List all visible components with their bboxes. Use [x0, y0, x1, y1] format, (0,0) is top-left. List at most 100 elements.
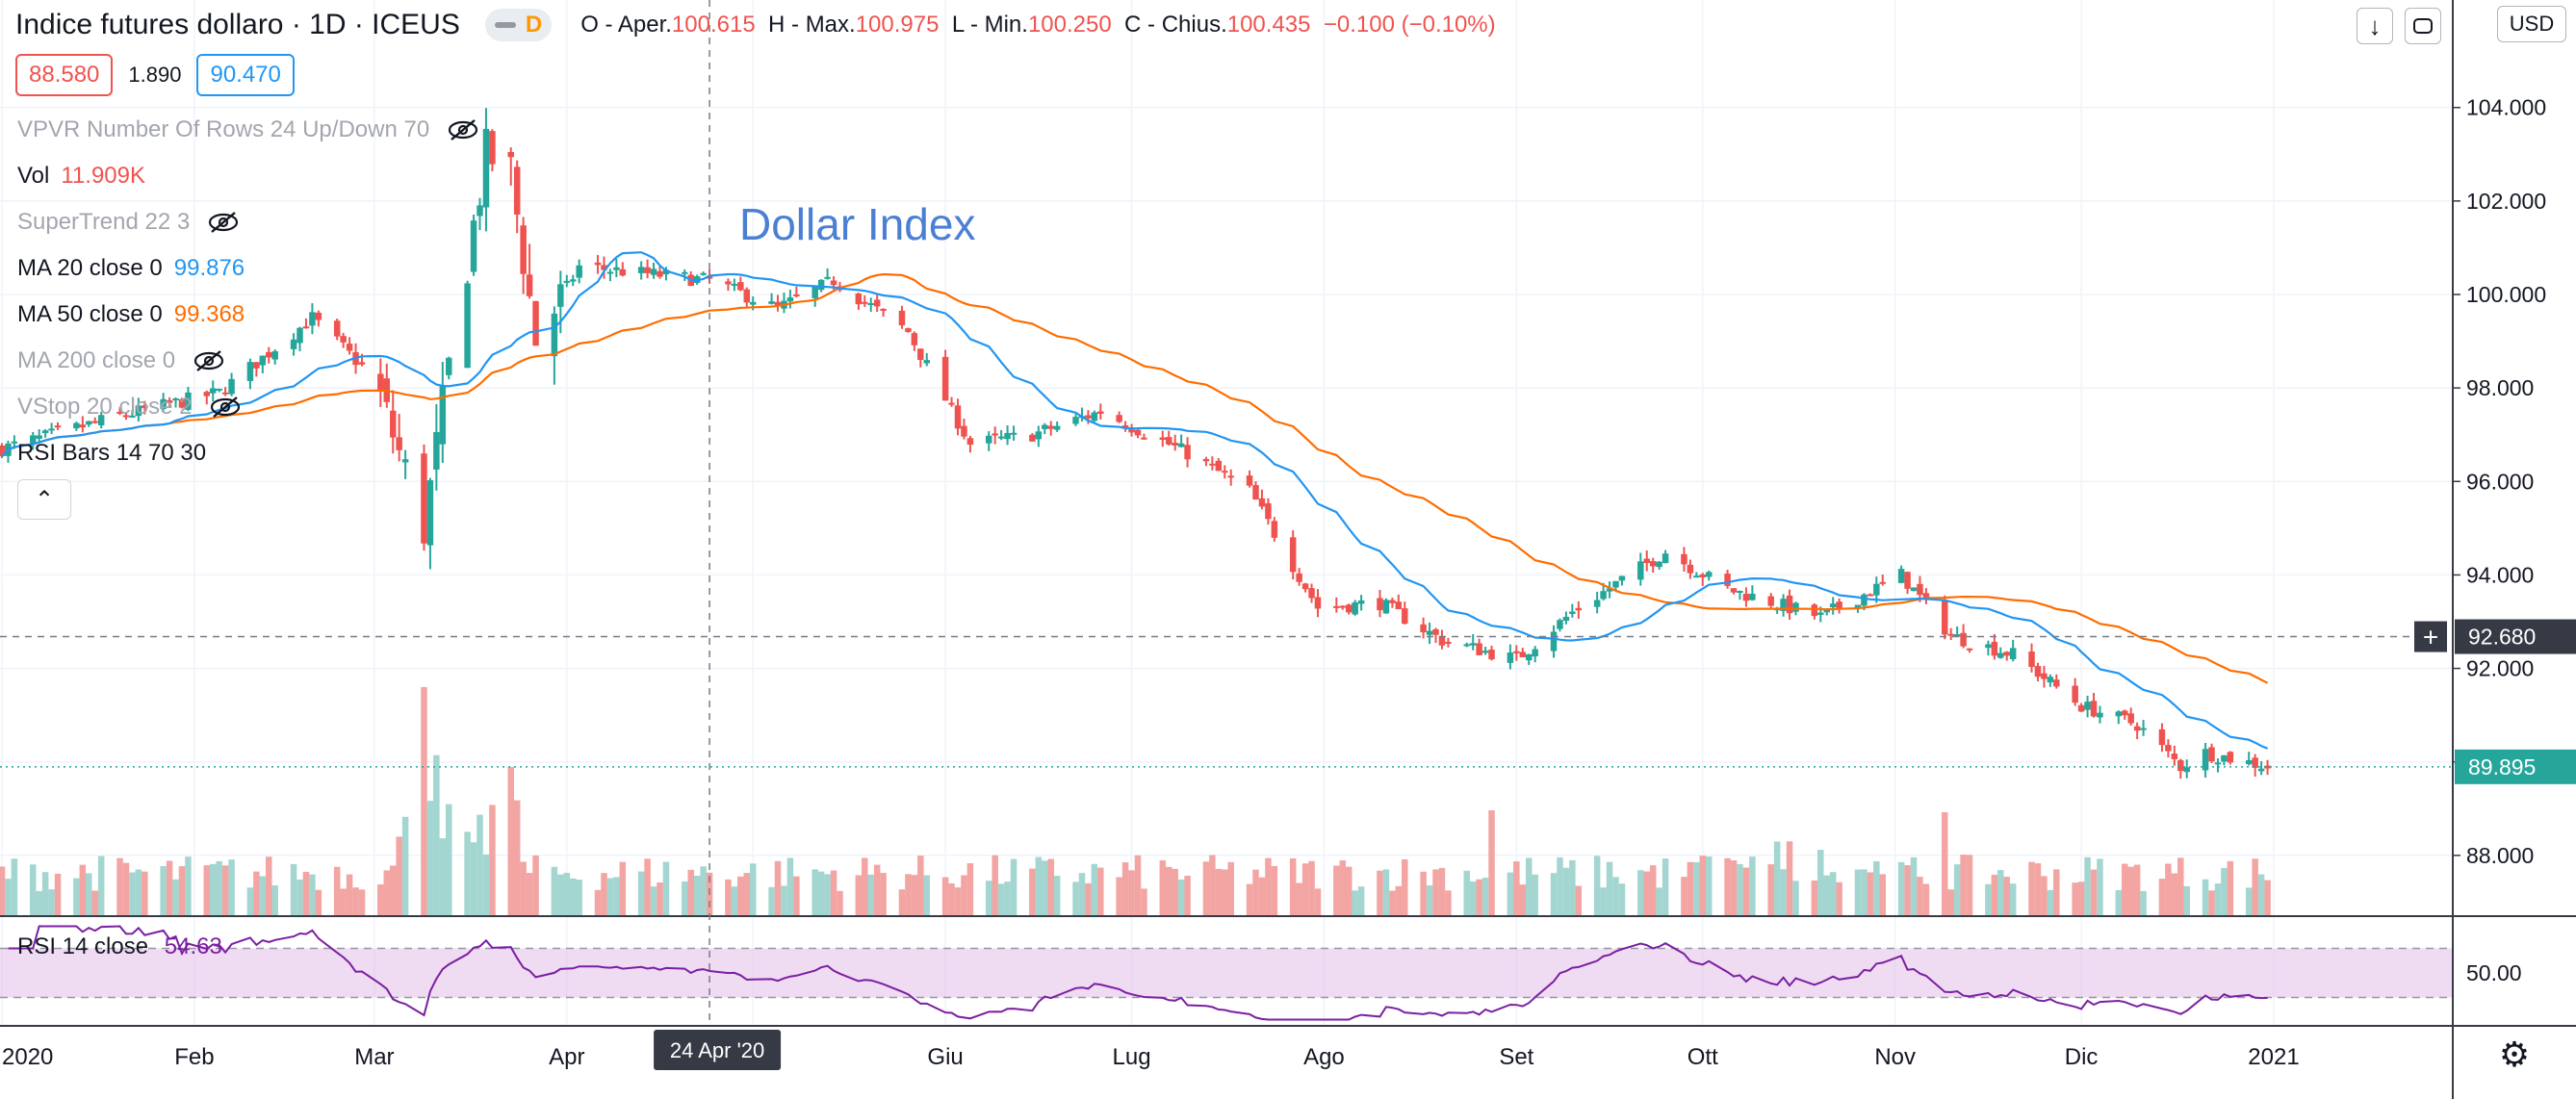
volume-bar: [1085, 882, 1092, 916]
x-tick-label: Dic: [2065, 1044, 2099, 1070]
volume-bar: [2221, 867, 2228, 916]
candle-body: [1389, 600, 1396, 603]
volume-bar: [266, 856, 272, 916]
candle-body: [1829, 603, 1837, 608]
indicator-label: MA 20 close 0: [17, 255, 163, 281]
volume-bar: [1345, 866, 1352, 916]
candle-body: [1681, 553, 1687, 565]
volume-bar: [36, 890, 42, 916]
candle-body: [253, 362, 260, 369]
candle-body: [129, 415, 136, 418]
volume-bar: [997, 883, 1005, 916]
volume-bar: [1829, 872, 1837, 916]
candle-body: [1550, 631, 1558, 652]
indicator-row[interactable]: VPVR Number Of Rows 24 Up/Down 70: [17, 114, 479, 146]
candle-body: [1817, 612, 1824, 615]
eye-off-icon[interactable]: [209, 396, 242, 419]
ma20-line: [1, 251, 2269, 750]
candle-body: [867, 303, 874, 306]
candle-body: [340, 336, 347, 343]
volume-bar: [1357, 886, 1365, 916]
volume-bar: [129, 872, 136, 916]
volume-bar: [563, 873, 571, 916]
gear-icon[interactable]: ⚙: [2498, 1035, 2531, 1074]
indicator-row[interactable]: SuperTrend 22 3: [17, 206, 240, 239]
volume-bar: [1817, 850, 1824, 916]
candle-body: [2158, 728, 2166, 746]
candle-body: [1308, 588, 1315, 599]
currency-button[interactable]: USD: [2497, 6, 2566, 42]
volume-bar: [333, 866, 341, 916]
indicator-row[interactable]: RSI Bars 14 70 30: [17, 437, 206, 470]
candle-body: [1569, 611, 1576, 615]
volume-bar: [1395, 885, 1403, 916]
chevron-up-icon: ⌃: [34, 486, 55, 513]
indicator-label: Vol: [17, 163, 50, 189]
volume-bar: [1917, 877, 1923, 916]
candle-body: [1724, 574, 1731, 586]
candle-body: [1557, 620, 1563, 629]
volume-bar: [48, 889, 55, 916]
x-tick-label: Set: [1499, 1044, 1533, 1070]
open-value: 100.615: [671, 12, 756, 38]
candle-body: [433, 432, 440, 470]
volume-bar: [489, 805, 496, 916]
candle-body: [172, 398, 179, 401]
volume-bar: [1402, 859, 1408, 916]
candle-body: [97, 415, 105, 425]
bid-price-button[interactable]: 88.580: [15, 54, 114, 96]
collapse-legend-button[interactable]: ⌃: [17, 479, 71, 520]
indicator-label: RSI Bars 14 70 30: [17, 440, 207, 466]
candle-body: [2072, 685, 2078, 703]
volume-bar: [1121, 862, 1129, 916]
candle-body: [228, 378, 235, 395]
volume-bar: [1271, 865, 1278, 916]
candle-body: [333, 320, 341, 337]
ask-price-button[interactable]: 90.470: [196, 54, 295, 96]
candle-body: [557, 284, 564, 307]
low-value: 100.250: [1027, 12, 1112, 38]
volume-bar: [1314, 888, 1322, 916]
symbol-title[interactable]: Indice futures dollaro · 1D · ICEUS: [15, 9, 460, 40]
volume-bar: [1476, 879, 1482, 916]
volume-bar: [811, 869, 818, 916]
interval-toggle[interactable]: D: [484, 9, 553, 41]
crosshair-date-label: 24 Apr '20: [670, 1038, 764, 1062]
volume-bar: [606, 878, 614, 916]
x-tick-label: Nov: [1874, 1044, 1916, 1070]
refresh-button[interactable]: [2405, 8, 2441, 44]
candle-body: [1867, 594, 1874, 597]
candle-body: [1432, 628, 1439, 635]
volume-bar: [1184, 875, 1191, 916]
volume-bar: [923, 875, 931, 916]
candlesticks: [0, 108, 2271, 780]
indicator-row[interactable]: MA 20 close 0 99.876: [17, 252, 245, 285]
candle-body: [817, 279, 825, 291]
volume-bar: [1159, 860, 1167, 916]
candle-body: [2127, 713, 2134, 724]
indicator-row[interactable]: MA 200 close 0: [17, 345, 225, 377]
indicator-row[interactable]: Vol 11.909K: [17, 160, 145, 192]
candle-body: [1258, 498, 1266, 507]
chart-annotation[interactable]: Dollar Index: [739, 199, 976, 249]
candle-body: [1121, 424, 1129, 429]
download-button[interactable]: ↓: [2357, 8, 2393, 44]
eye-off-icon[interactable]: [193, 349, 225, 372]
candle-body: [2090, 701, 2098, 717]
volume-bar: [992, 855, 998, 916]
volume-bar: [91, 890, 98, 916]
arrow-down-icon: ↓: [2368, 11, 2382, 40]
rsi-legend[interactable]: RSI 14 close 54.63: [17, 933, 222, 960]
indicator-row[interactable]: VStop 20 close 2: [17, 391, 242, 423]
candle-body: [1792, 602, 1799, 612]
eye-off-icon[interactable]: [207, 211, 240, 234]
volume-bar: [73, 878, 80, 916]
eye-off-icon[interactable]: [447, 118, 479, 141]
volume-bar: [1209, 855, 1216, 916]
volume-bar: [551, 866, 558, 916]
indicator-row[interactable]: MA 50 close 0 99.368: [17, 298, 245, 331]
y-tick-label: 104.000: [2466, 95, 2546, 120]
volume-bar: [340, 888, 347, 916]
volume-bar: [911, 875, 918, 916]
